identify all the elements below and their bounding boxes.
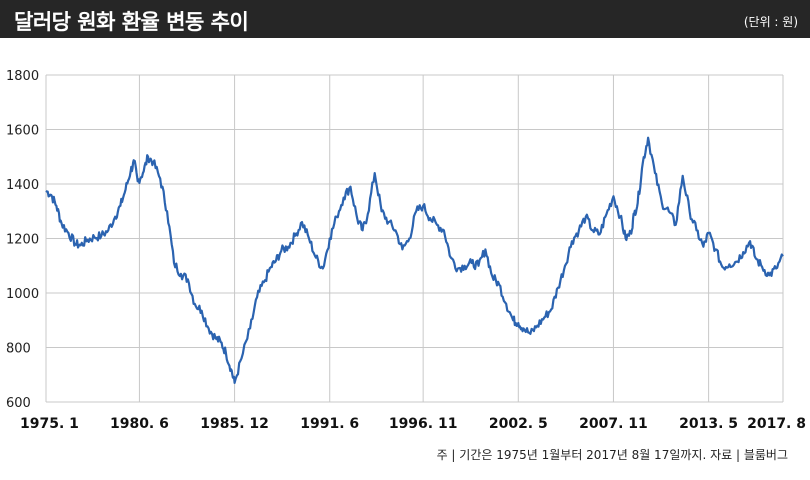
y-tick-label: 1400 bbox=[6, 178, 39, 193]
x-tick-label: 2017. 8 bbox=[747, 416, 806, 432]
y-tick-label: 800 bbox=[6, 342, 31, 357]
x-tick-label: 1985. 12 bbox=[200, 416, 269, 432]
chart-title: 달러당 원화 환율 변동 추이 bbox=[14, 10, 249, 34]
y-tick-label: 1200 bbox=[6, 233, 39, 248]
x-tick-label: 2002. 5 bbox=[489, 416, 548, 432]
unit-label: (단위 : 원) bbox=[743, 15, 798, 29]
y-tick-label: 1000 bbox=[6, 287, 39, 302]
exchange-rate-chart: 600 800 1000 1200 1400 1600 1800 1975. 1 1980. 6… bbox=[6, 69, 806, 432]
x-tick-label: 2013. 5 bbox=[679, 416, 738, 432]
y-tick-label: 1800 bbox=[6, 69, 39, 84]
x-tick-label: 1980. 6 bbox=[110, 416, 169, 432]
y-tick-label: 600 bbox=[6, 396, 31, 411]
title-bar: 달러당 원화 환율 변동 추이 (단위 : 원) bbox=[0, 0, 810, 38]
y-tick-label: 1600 bbox=[6, 124, 39, 139]
footnote: 주 | 기간은 1975년 1월부터 2017년 8월 17일까지. 자료 | … bbox=[436, 448, 788, 462]
x-tick-label: 1991. 6 bbox=[300, 416, 359, 432]
x-tick-label: 1975. 1 bbox=[20, 416, 79, 432]
x-tick-label: 2007. 11 bbox=[579, 416, 648, 432]
exchange-rate-series-line bbox=[45, 136, 784, 384]
x-tick-label: 1996. 11 bbox=[389, 416, 458, 432]
